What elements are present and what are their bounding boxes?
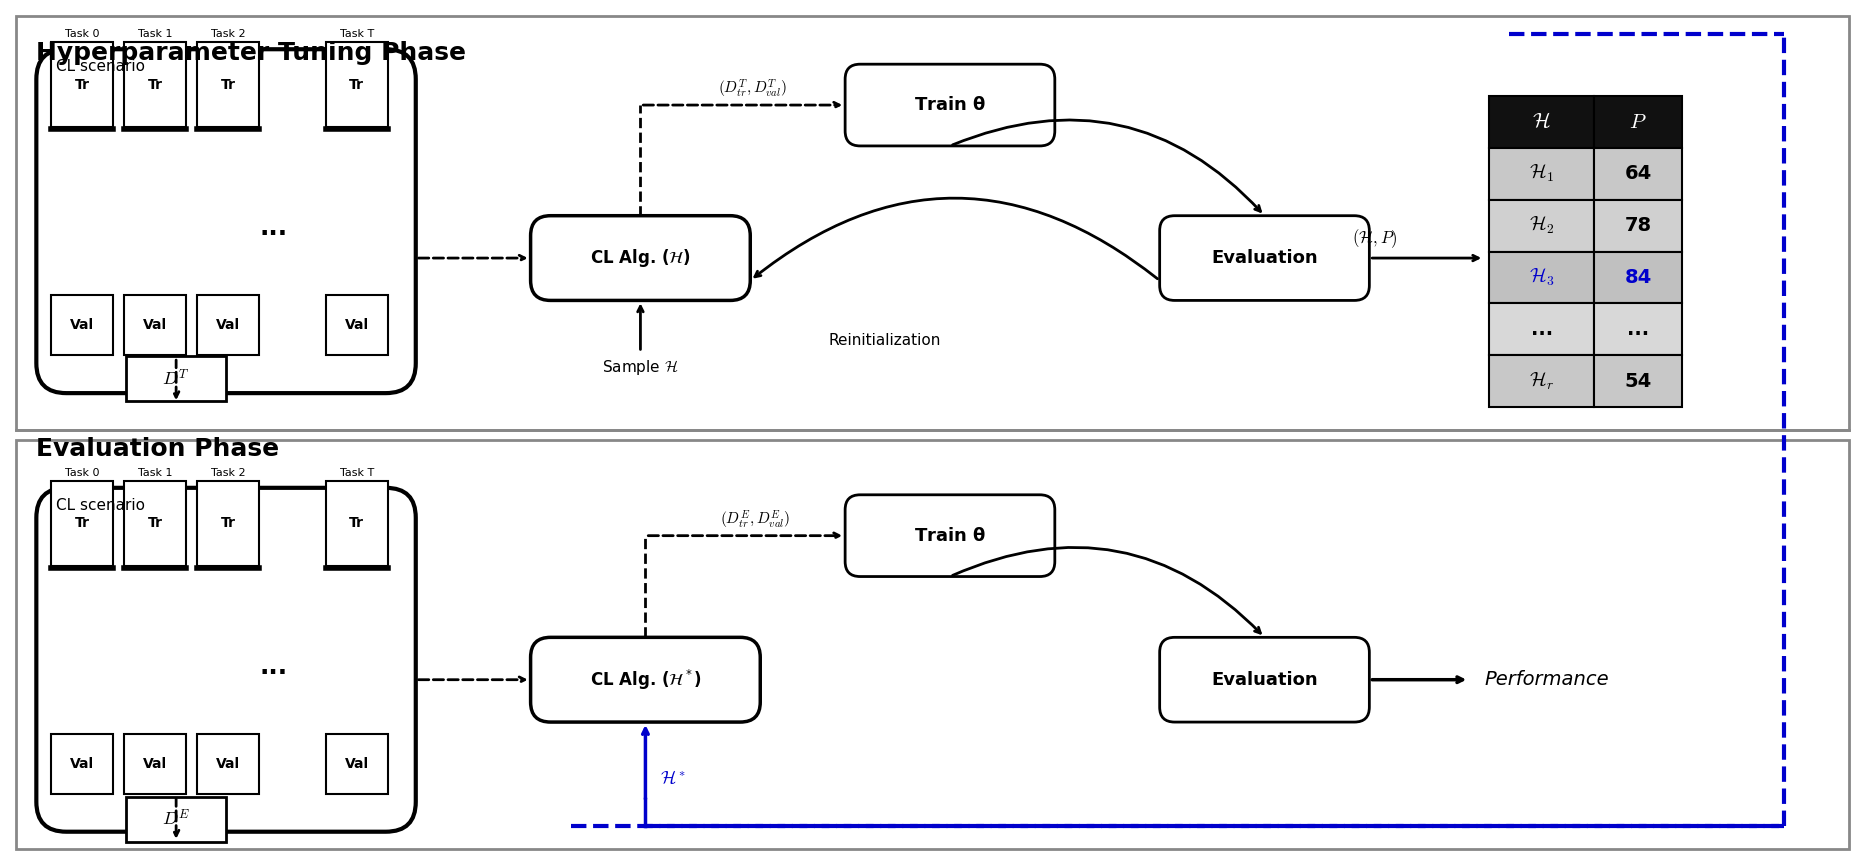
- Text: 84: 84: [1624, 268, 1652, 287]
- Text: Val: Val: [216, 757, 240, 771]
- Text: Tr: Tr: [349, 78, 363, 92]
- Text: Performance: Performance: [1484, 670, 1609, 689]
- Bar: [1487, 252, 1594, 304]
- Bar: [198, 481, 259, 566]
- Text: Val: Val: [345, 318, 369, 332]
- Text: Tr: Tr: [147, 78, 162, 92]
- Text: Val: Val: [144, 318, 168, 332]
- Text: $(D^T_{tr}, D^T_{val})$: $(D^T_{tr}, D^T_{val})$: [718, 78, 787, 100]
- Text: Tr: Tr: [75, 516, 89, 530]
- Bar: [1594, 200, 1681, 252]
- Text: 64: 64: [1624, 164, 1652, 183]
- Text: $(D^E_{tr}, D^E_{val})$: $(D^E_{tr}, D^E_{val})$: [720, 509, 790, 531]
- Text: Task T: Task T: [339, 29, 375, 39]
- Text: Task 1: Task 1: [138, 29, 171, 39]
- Bar: [198, 296, 259, 356]
- Text: Reinitialization: Reinitialization: [828, 333, 941, 348]
- Text: $\mathcal{H}_{r}$: $\mathcal{H}_{r}$: [1528, 370, 1553, 392]
- Text: ...: ...: [259, 655, 287, 679]
- FancyBboxPatch shape: [531, 638, 761, 722]
- Text: Tr: Tr: [75, 78, 89, 92]
- Text: $\mathcal{H}_{2}$: $\mathcal{H}_{2}$: [1528, 215, 1553, 236]
- Bar: [52, 734, 114, 794]
- FancyBboxPatch shape: [531, 215, 749, 300]
- Bar: [1594, 304, 1681, 356]
- Text: Tr: Tr: [220, 516, 235, 530]
- Text: Tr: Tr: [220, 78, 235, 92]
- Text: Val: Val: [345, 757, 369, 771]
- Text: ...: ...: [259, 216, 287, 240]
- FancyBboxPatch shape: [1159, 638, 1368, 722]
- Bar: [125, 296, 186, 356]
- Text: 78: 78: [1624, 216, 1652, 235]
- Bar: [326, 481, 388, 566]
- Bar: [326, 42, 388, 127]
- Bar: [326, 296, 388, 356]
- Text: Task T: Task T: [339, 468, 375, 477]
- Bar: [52, 481, 114, 566]
- Text: $D^T$: $D^T$: [162, 368, 190, 389]
- Text: Task 0: Task 0: [65, 468, 99, 477]
- Bar: [1594, 356, 1681, 407]
- Text: Evaluation: Evaluation: [1210, 670, 1318, 689]
- Bar: [1594, 252, 1681, 304]
- Text: ...: ...: [1530, 320, 1553, 339]
- Text: Evaluation Phase: Evaluation Phase: [35, 437, 280, 461]
- Bar: [1487, 96, 1594, 148]
- Bar: [1487, 304, 1594, 356]
- Text: Hyperparameter Tuning Phase: Hyperparameter Tuning Phase: [35, 42, 466, 65]
- Text: Tr: Tr: [147, 516, 162, 530]
- Bar: [198, 734, 259, 794]
- Bar: [125, 734, 186, 794]
- Text: Train $\mathbf{\theta}$: Train $\mathbf{\theta}$: [913, 527, 986, 545]
- Text: CL Alg. ($\mathcal{H}^*$): CL Alg. ($\mathcal{H}^*$): [589, 668, 701, 692]
- FancyBboxPatch shape: [844, 64, 1055, 146]
- Bar: [125, 481, 186, 566]
- Text: CL scenario: CL scenario: [56, 497, 145, 513]
- Text: Task 2: Task 2: [211, 29, 246, 39]
- Bar: [198, 42, 259, 127]
- Bar: [52, 42, 114, 127]
- Text: Val: Val: [71, 318, 95, 332]
- Text: $P$: $P$: [1629, 112, 1646, 132]
- Text: Tr: Tr: [349, 516, 363, 530]
- FancyBboxPatch shape: [35, 49, 416, 393]
- Bar: [17, 440, 1847, 849]
- Text: $\mathcal{H}^*$: $\mathcal{H}^*$: [660, 770, 686, 788]
- Bar: [1594, 96, 1681, 148]
- Text: $\mathcal{H}$: $\mathcal{H}$: [1532, 112, 1551, 132]
- Bar: [1487, 356, 1594, 407]
- Text: Task 0: Task 0: [65, 29, 99, 39]
- FancyBboxPatch shape: [844, 495, 1055, 577]
- Bar: [125, 42, 186, 127]
- Text: Sample $\mathcal{H}$: Sample $\mathcal{H}$: [602, 358, 678, 377]
- Text: Val: Val: [144, 757, 168, 771]
- Text: $\mathcal{H}_{1}$: $\mathcal{H}_{1}$: [1528, 163, 1553, 184]
- Text: ...: ...: [1625, 320, 1648, 339]
- Bar: [127, 797, 226, 842]
- Text: Val: Val: [71, 757, 95, 771]
- Text: CL scenario: CL scenario: [56, 59, 145, 74]
- Text: Val: Val: [216, 318, 240, 332]
- Bar: [1487, 148, 1594, 200]
- Bar: [52, 296, 114, 356]
- FancyBboxPatch shape: [35, 488, 416, 832]
- Bar: [127, 356, 226, 401]
- Bar: [17, 16, 1847, 430]
- Text: Task 1: Task 1: [138, 468, 171, 477]
- FancyBboxPatch shape: [1159, 215, 1368, 300]
- Bar: [1487, 200, 1594, 252]
- Bar: [1594, 148, 1681, 200]
- Text: $\mathcal{H}_{3}$: $\mathcal{H}_{3}$: [1528, 266, 1553, 288]
- Text: Evaluation: Evaluation: [1210, 249, 1318, 267]
- Text: 54: 54: [1624, 372, 1652, 391]
- Text: $(\mathcal{H}, P)$: $(\mathcal{H}, P)$: [1351, 227, 1396, 250]
- Text: $D^E$: $D^E$: [162, 809, 190, 830]
- Text: Train $\mathbf{\theta}$: Train $\mathbf{\theta}$: [913, 96, 986, 114]
- Bar: [326, 734, 388, 794]
- Text: Task 2: Task 2: [211, 468, 246, 477]
- Text: CL Alg. ($\mathcal{H}$): CL Alg. ($\mathcal{H}$): [589, 247, 690, 269]
